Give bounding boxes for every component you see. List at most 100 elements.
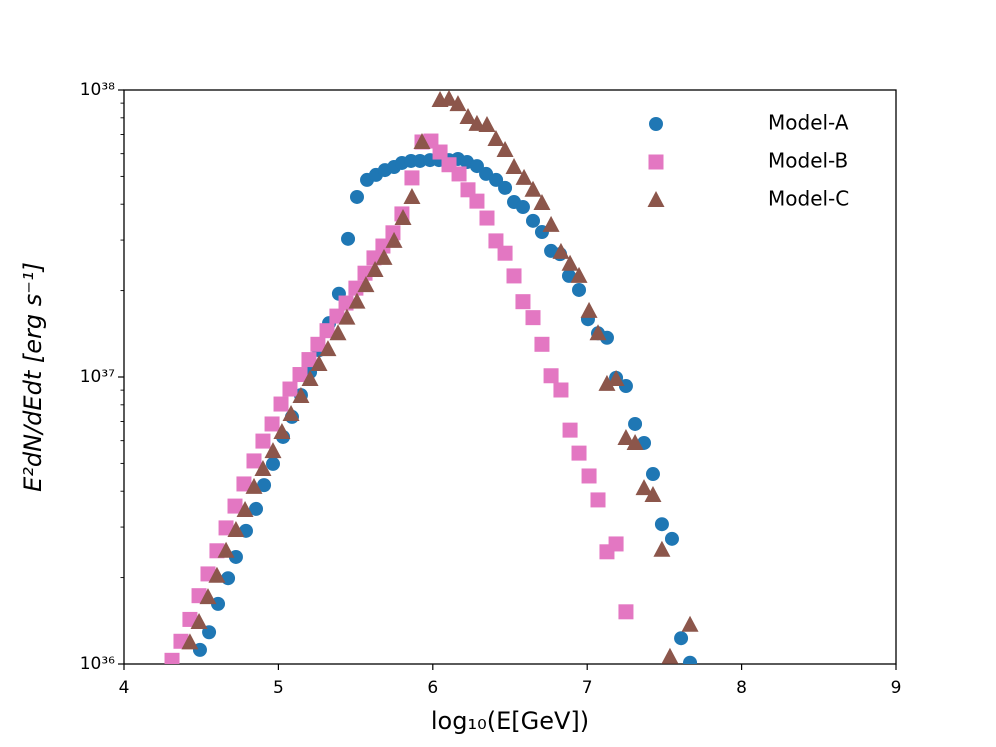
legend-label: Model-C bbox=[768, 187, 849, 211]
marker bbox=[460, 182, 476, 198]
marker bbox=[199, 588, 217, 605]
marker bbox=[515, 168, 533, 185]
legend-marker bbox=[649, 117, 663, 131]
marker bbox=[489, 172, 504, 187]
marker bbox=[254, 460, 272, 477]
marker bbox=[468, 114, 486, 131]
marker bbox=[440, 90, 458, 106]
marker bbox=[208, 566, 226, 583]
marker bbox=[635, 479, 653, 496]
marker bbox=[506, 268, 522, 284]
marker bbox=[385, 225, 401, 241]
marker bbox=[572, 282, 587, 297]
marker bbox=[590, 492, 606, 508]
y-tick-label: 10³⁶ bbox=[80, 654, 115, 674]
marker bbox=[478, 116, 496, 133]
marker bbox=[366, 260, 384, 277]
marker bbox=[227, 498, 243, 514]
points bbox=[164, 90, 699, 664]
marker bbox=[525, 310, 541, 326]
marker bbox=[589, 324, 607, 341]
marker bbox=[255, 433, 271, 449]
marker bbox=[348, 292, 366, 309]
marker bbox=[552, 242, 570, 259]
marker bbox=[664, 531, 679, 546]
marker bbox=[236, 501, 254, 518]
marker bbox=[218, 520, 234, 536]
marker bbox=[524, 180, 542, 197]
marker bbox=[451, 166, 467, 182]
marker bbox=[282, 405, 300, 422]
marker bbox=[292, 367, 308, 383]
x-tick-label: 7 bbox=[582, 678, 593, 698]
plot-frame bbox=[123, 89, 897, 665]
x-tick-label: 9 bbox=[891, 678, 902, 698]
legend-label: Model-A bbox=[768, 111, 849, 135]
marker bbox=[498, 180, 513, 195]
legend-marker bbox=[648, 154, 664, 170]
marker bbox=[683, 655, 698, 664]
marker bbox=[515, 294, 531, 310]
marker bbox=[644, 486, 662, 503]
marker bbox=[533, 193, 551, 210]
marker bbox=[292, 386, 310, 403]
marker bbox=[264, 416, 280, 432]
marker bbox=[341, 231, 356, 246]
y-tick-label: 10³⁸ bbox=[80, 80, 115, 100]
marker bbox=[608, 536, 624, 552]
marker bbox=[674, 631, 689, 646]
marker bbox=[562, 422, 578, 438]
marker bbox=[282, 381, 298, 397]
marker bbox=[598, 374, 616, 391]
marker bbox=[329, 308, 345, 324]
marker bbox=[681, 615, 699, 632]
marker bbox=[432, 144, 448, 160]
marker bbox=[526, 213, 541, 228]
legend-label: Model-B bbox=[768, 149, 848, 173]
marker bbox=[181, 633, 199, 650]
marker bbox=[488, 233, 504, 249]
marker bbox=[617, 428, 635, 445]
marker bbox=[553, 382, 569, 398]
marker bbox=[580, 301, 598, 318]
marker bbox=[349, 189, 364, 204]
marker bbox=[459, 108, 477, 125]
marker bbox=[542, 215, 560, 232]
marker bbox=[245, 477, 263, 494]
marker bbox=[543, 368, 559, 384]
marker bbox=[264, 442, 282, 459]
marker bbox=[257, 478, 272, 493]
marker bbox=[469, 193, 485, 209]
marker bbox=[570, 266, 588, 283]
marker bbox=[357, 276, 375, 293]
legend-marker bbox=[647, 191, 665, 207]
marker bbox=[319, 323, 335, 339]
marker bbox=[496, 140, 514, 157]
marker bbox=[479, 166, 494, 181]
marker bbox=[394, 209, 412, 226]
marker bbox=[654, 517, 669, 532]
marker bbox=[618, 604, 634, 620]
marker bbox=[497, 245, 513, 261]
marker bbox=[505, 158, 523, 175]
marker bbox=[273, 396, 289, 412]
marker bbox=[645, 467, 660, 482]
marker bbox=[515, 200, 530, 215]
marker bbox=[301, 352, 317, 368]
marker bbox=[227, 521, 245, 538]
x-tick-label: 6 bbox=[427, 678, 438, 698]
marker bbox=[310, 354, 328, 371]
marker bbox=[581, 468, 597, 484]
marker bbox=[534, 336, 550, 352]
marker bbox=[487, 129, 505, 146]
marker bbox=[385, 231, 403, 248]
marker bbox=[301, 370, 319, 387]
marker bbox=[228, 549, 243, 564]
marker bbox=[190, 613, 208, 630]
x-tick-label: 8 bbox=[736, 678, 747, 698]
marker bbox=[319, 340, 337, 357]
marker bbox=[628, 416, 643, 431]
marker bbox=[479, 210, 495, 226]
marker bbox=[599, 330, 614, 345]
marker bbox=[661, 647, 679, 664]
